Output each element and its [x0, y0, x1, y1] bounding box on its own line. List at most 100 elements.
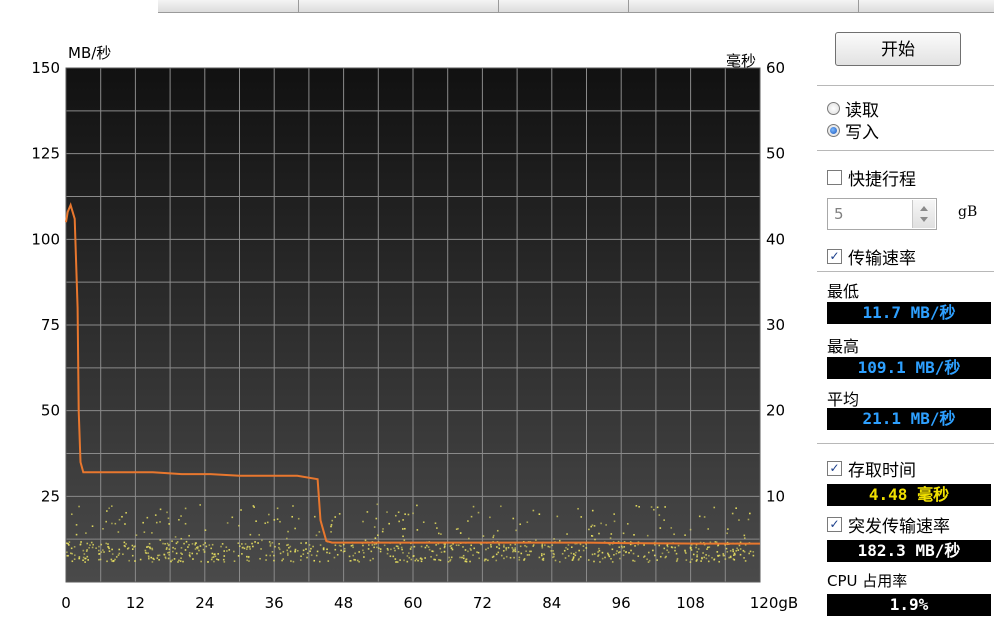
access-time-point — [381, 530, 384, 533]
access-time-point — [480, 543, 482, 546]
access-time-point — [653, 554, 656, 557]
access-time-point — [226, 550, 228, 552]
access-time-point — [654, 543, 656, 546]
access-time-point — [100, 551, 103, 553]
access-time-point — [397, 547, 400, 550]
avg-readout: 21.1 MB/秒 — [827, 408, 991, 430]
access-time-point — [279, 520, 281, 523]
spinner-arrows[interactable] — [912, 200, 935, 228]
access-time-point — [342, 543, 345, 546]
short-stroke-value[interactable]: 5 — [834, 205, 844, 223]
access-time-point — [159, 539, 162, 541]
access-time-checkbox[interactable]: ✓ 存取时间 — [827, 456, 916, 481]
access-time-point — [396, 561, 399, 563]
access-time-point — [417, 559, 419, 562]
access-time-point — [300, 542, 302, 544]
access-time-point — [221, 543, 224, 545]
start-button[interactable]: 开始 — [835, 32, 961, 66]
access-time-point — [157, 554, 159, 557]
access-time-point — [188, 552, 191, 554]
access-time-point — [269, 543, 272, 545]
short-stroke-check-icon[interactable] — [827, 169, 842, 185]
short-stroke-checkbox[interactable]: 快捷行程 — [827, 165, 916, 190]
access-time-point — [410, 546, 413, 548]
read-radio-icon[interactable] — [827, 101, 840, 115]
spin-down-icon[interactable] — [920, 217, 928, 222]
access-time-point — [559, 561, 561, 563]
access-time-point — [736, 547, 738, 550]
access-time-point — [106, 510, 108, 512]
access-time-point — [289, 550, 292, 553]
access-time-point — [598, 547, 600, 550]
access-time-point — [713, 558, 715, 561]
write-radio-icon[interactable] — [827, 123, 840, 137]
access-time-point — [178, 519, 180, 521]
short-stroke-spinner[interactable]: 5 — [827, 198, 937, 230]
access-time-point — [666, 544, 669, 547]
access-time-point — [87, 559, 89, 561]
access-time-point — [180, 557, 182, 559]
access-time-point — [273, 519, 276, 521]
transfer-rate-line — [65, 202, 760, 545]
access-time-point — [368, 544, 370, 546]
access-time-point — [364, 539, 367, 542]
access-time-point — [99, 558, 102, 561]
access-time-point — [185, 540, 188, 543]
access-time-point — [168, 548, 171, 551]
burst-rate-check-icon[interactable]: ✓ — [827, 516, 842, 532]
access-time-point — [541, 543, 544, 546]
access-time-point — [82, 559, 84, 562]
top-toolbar-strip — [158, 0, 994, 13]
read-radio[interactable]: 读取 — [827, 97, 879, 121]
access-time-point — [319, 544, 322, 546]
access-time-point — [125, 511, 127, 514]
access-time-point — [282, 558, 285, 560]
access-time-point — [271, 541, 274, 544]
access-time-point — [158, 558, 160, 561]
burst-rate-checkbox[interactable]: ✓ 突发传输速率 — [827, 512, 950, 537]
access-time-point — [700, 560, 702, 562]
access-time-point — [716, 551, 719, 553]
access-time-point — [419, 557, 422, 559]
access-time-point — [246, 545, 249, 548]
access-time-point — [575, 551, 577, 554]
access-time-point — [752, 554, 755, 557]
access-time-point — [353, 558, 355, 561]
access-time-point — [390, 548, 392, 551]
access-time-point — [260, 548, 262, 550]
access-time-point — [182, 560, 184, 563]
access-time-point — [520, 552, 523, 555]
access-time-point — [675, 552, 678, 555]
access-time-point — [251, 542, 253, 545]
access-time-point — [253, 506, 256, 508]
access-time-point — [465, 558, 467, 561]
max-label: 最高 — [827, 337, 860, 356]
access-time-point — [168, 554, 170, 556]
access-time-point — [75, 533, 78, 536]
transfer-rate-checkbox[interactable]: ✓ 传输速率 — [827, 244, 916, 269]
access-time-point — [228, 549, 231, 551]
access-time-point — [718, 560, 720, 563]
access-time-point — [587, 559, 590, 561]
access-time-point — [289, 545, 292, 548]
transfer-rate-check-icon[interactable]: ✓ — [827, 248, 842, 264]
access-time-point — [726, 550, 729, 553]
access-time-point — [492, 534, 495, 537]
write-radio[interactable]: 写入 — [827, 119, 879, 143]
spin-up-icon[interactable] — [920, 206, 928, 211]
access-time-point — [176, 541, 179, 543]
access-time-point — [342, 550, 345, 553]
access-time-point — [743, 534, 746, 537]
access-time-point — [705, 554, 707, 556]
access-time-point — [416, 504, 418, 507]
access-time-point — [114, 558, 116, 561]
access-time-point — [579, 543, 582, 546]
access-time-point — [542, 559, 545, 562]
access-time-point — [103, 551, 105, 553]
access-time-point — [210, 547, 212, 550]
access-time-point — [738, 519, 740, 521]
access-time-point — [744, 560, 747, 562]
access-time-point — [111, 522, 113, 525]
access-time-point — [108, 547, 110, 550]
access-time-check-icon[interactable]: ✓ — [827, 460, 842, 476]
